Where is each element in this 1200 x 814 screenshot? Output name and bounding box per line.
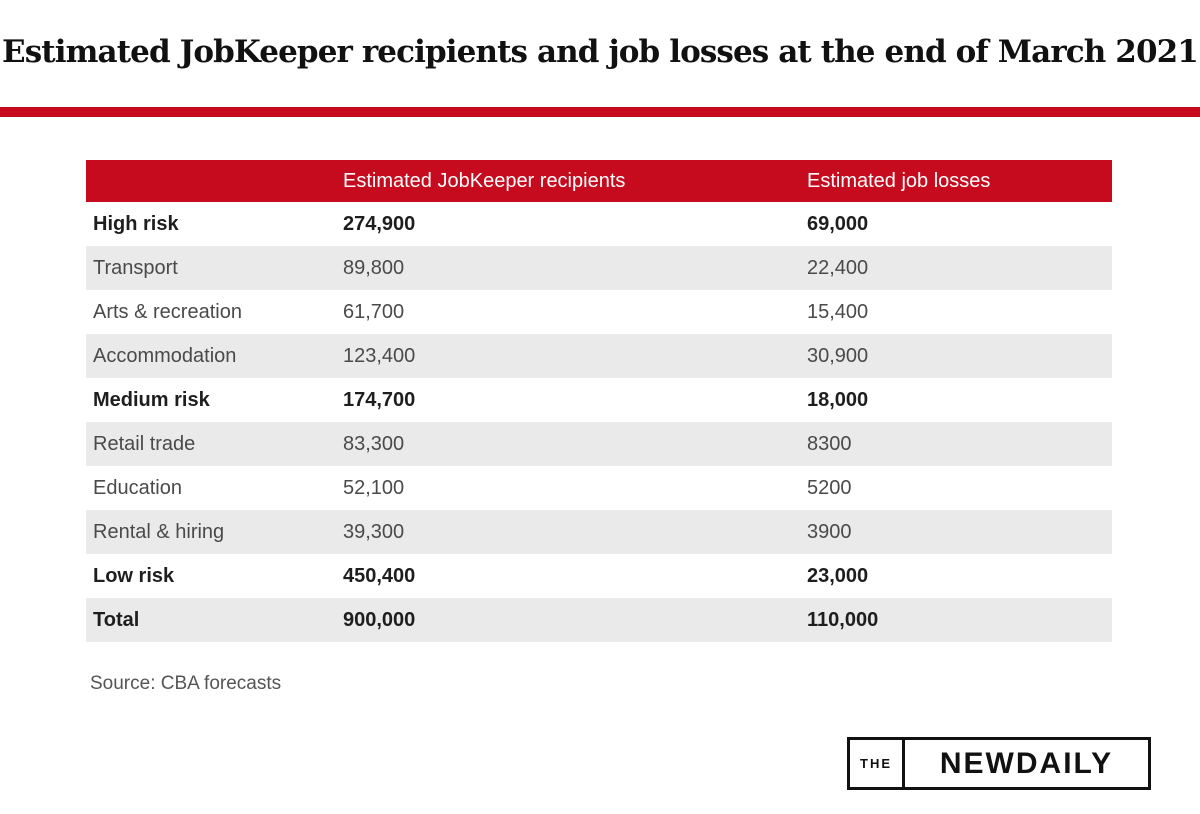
table-row: Medium risk 174,700 18,000 (86, 378, 1112, 422)
job-losses-value: 8300 (807, 432, 852, 455)
title-divider (0, 107, 1200, 117)
table-row: High risk 274,900 69,000 (86, 202, 1112, 246)
header-job-losses: Estimated job losses (807, 169, 991, 192)
row-label: Education (93, 476, 182, 499)
job-losses-value: 3900 (807, 520, 852, 543)
table-row: Transport 89,800 22,400 (86, 246, 1112, 290)
logo-name: NEWDAILY (939, 746, 1114, 780)
recipients-value: 274,900 (343, 212, 416, 235)
row-label: Accommodation (93, 344, 237, 367)
job-losses-value: 22,400 (807, 256, 869, 279)
table-row: Low risk 450,400 23,000 (86, 554, 1112, 598)
table-header: Estimated JobKeeper recipients Estimated… (86, 160, 1112, 202)
job-losses-value: 18,000 (807, 388, 869, 411)
logo-divider (902, 740, 905, 787)
table-row: Arts & recreation 61,700 15,400 (86, 290, 1112, 334)
recipients-value: 83,300 (343, 432, 405, 455)
data-table: Estimated JobKeeper recipients Estimated… (86, 160, 1112, 642)
row-label: Retail trade (93, 432, 196, 455)
job-losses-value: 15,400 (807, 300, 869, 323)
logo-prefix: THE (860, 756, 892, 771)
job-losses-value: 69,000 (807, 212, 869, 235)
row-label: Arts & recreation (93, 300, 242, 323)
job-losses-value: 110,000 (807, 608, 879, 631)
row-label: Medium risk (93, 388, 210, 411)
job-losses-value: 30,900 (807, 344, 869, 367)
table-body: High risk 274,900 69,000 Transport 89,800 22,… (86, 202, 1112, 642)
row-label: Low risk (93, 564, 175, 587)
table-row: Retail trade 83,300 8300 (86, 422, 1112, 466)
row-label: Transport (93, 256, 178, 279)
row-label: Rental & hiring (93, 520, 225, 543)
brand-logo: THE NEWDAILY (847, 737, 1151, 790)
recipients-value: 52,100 (343, 476, 405, 499)
row-label: High risk (93, 212, 179, 235)
recipients-value: 900,000 (343, 608, 416, 631)
job-losses-value: 5200 (807, 476, 852, 499)
recipients-value: 123,400 (343, 344, 416, 367)
recipients-value: 61,700 (343, 300, 405, 323)
header-recipients: Estimated JobKeeper recipients (343, 169, 626, 192)
row-label: Total (93, 608, 140, 631)
recipients-value: 89,800 (343, 256, 405, 279)
source-note: Source: CBA forecasts (90, 673, 282, 694)
table-row: Education 52,100 5200 (86, 466, 1112, 510)
recipients-value: 39,300 (343, 520, 405, 543)
table-row: Accommodation 123,400 30,900 (86, 334, 1112, 378)
table-row: Total 900,000 110,000 (86, 598, 1112, 642)
recipients-value: 450,400 (343, 564, 416, 587)
table-row: Rental & hiring 39,300 3900 (86, 510, 1112, 554)
chart-title: Estimated JobKeeper recipients and job l… (2, 34, 1199, 70)
recipients-value: 174,700 (343, 388, 416, 411)
job-losses-value: 23,000 (807, 564, 869, 587)
